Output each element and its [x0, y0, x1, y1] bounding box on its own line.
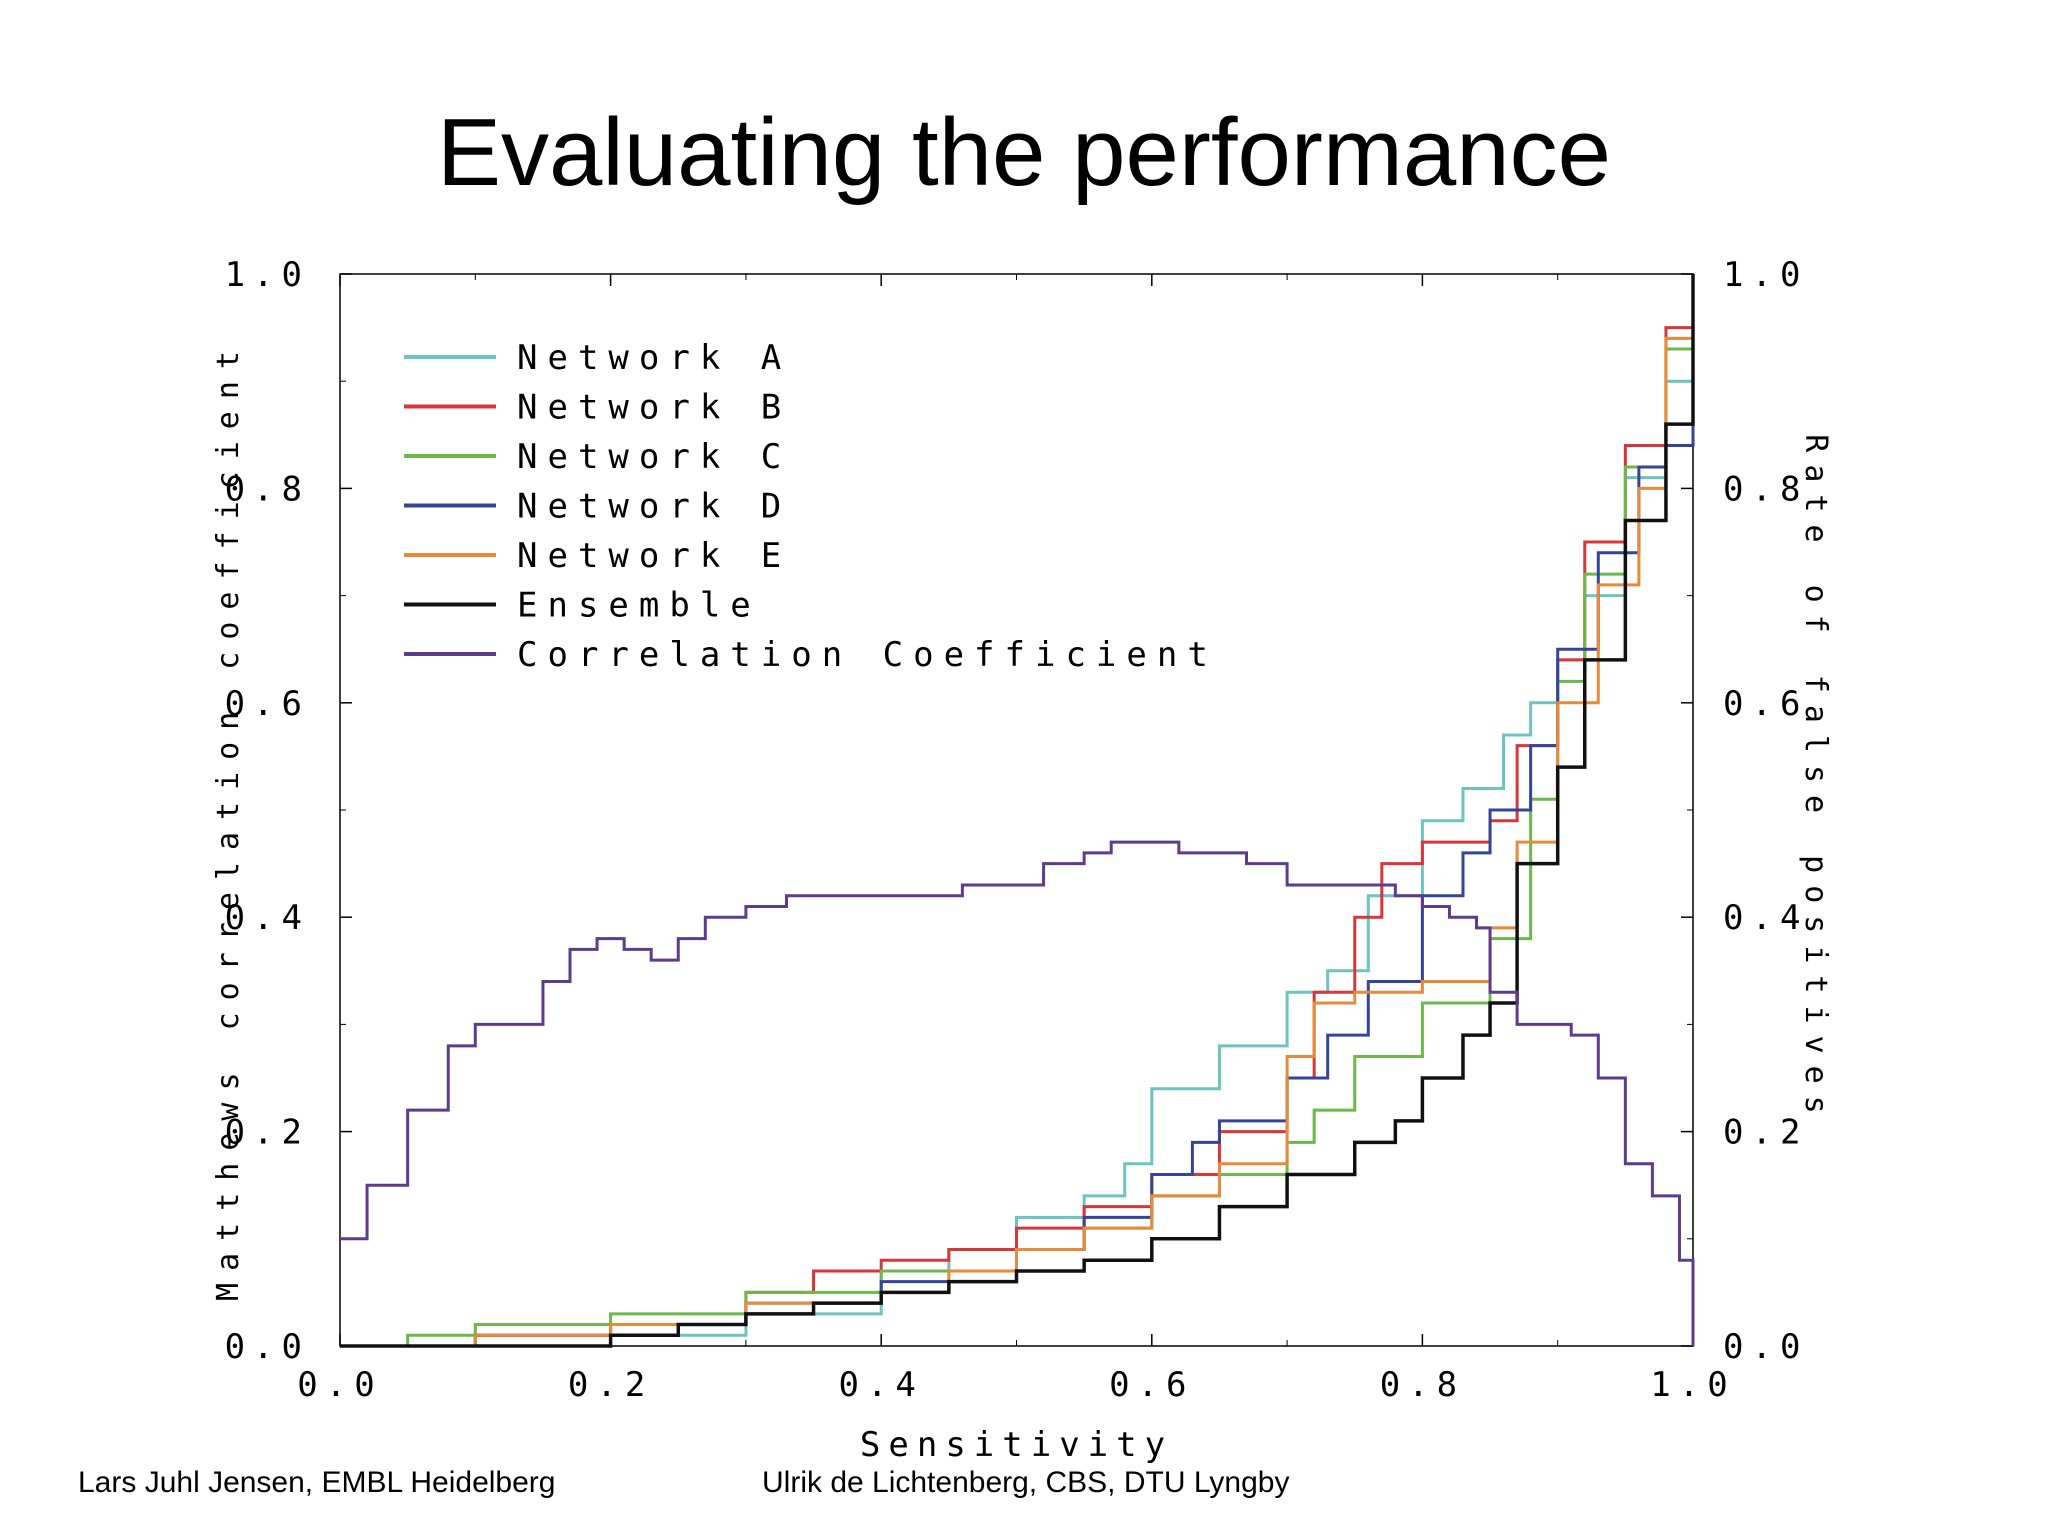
- footer-author-left: Lars Juhl Jensen, EMBL Heidelberg: [78, 1466, 556, 1499]
- x-tick-label: 0.0: [297, 1365, 382, 1405]
- legend: Network A Network B Network C Network D Netw…: [404, 338, 1218, 675]
- y2-tick-label: 0.8: [1723, 469, 1808, 509]
- y2-tick-label: 0.0: [1723, 1327, 1808, 1367]
- legend-label: Network A: [517, 338, 791, 378]
- x-tick-label: 0.4: [838, 1365, 923, 1405]
- y-tick-label: 0.0: [225, 1327, 310, 1367]
- legend-label: Correlation Coefficient: [517, 635, 1218, 675]
- y-tick-label: 0.2: [225, 1113, 310, 1153]
- x-tick-label: 0.8: [1380, 1365, 1465, 1405]
- series-ensemble: [340, 274, 1695, 1348]
- legend-label: Network D: [517, 487, 791, 527]
- y-tick-label: 0.4: [225, 898, 310, 938]
- footer-author-right: Ulrik de Lichtenberg, CBS, DTU Lyngby: [762, 1466, 1290, 1499]
- legend-label: Network B: [517, 388, 791, 428]
- legend-label: Ensemble: [517, 586, 761, 626]
- y2-tick-label: 1.0: [1723, 255, 1808, 295]
- legend-label: Network C: [517, 437, 791, 477]
- y-tick-label: 0.6: [225, 684, 310, 724]
- series-layer: [340, 274, 1695, 1348]
- legend-label: Network E: [517, 536, 791, 576]
- y2-axis-label: Rate of false positives: [1798, 434, 1833, 1125]
- y2-tick-label: 0.6: [1723, 684, 1808, 724]
- x-axis-label: Sensitivity: [860, 1425, 1173, 1465]
- x-tick-label: 0.6: [1109, 1365, 1194, 1405]
- y-axis-label: Matthews correlation coefficient: [211, 339, 246, 1301]
- x-tick-label: 1.0: [1650, 1365, 1735, 1405]
- x-tick-label: 0.2: [568, 1365, 653, 1405]
- y2-tick-label: 0.2: [1723, 1113, 1808, 1153]
- series-correlation-coefficient: [340, 840, 1695, 1346]
- y-tick-label: 1.0: [225, 255, 310, 295]
- y-tick-label: 0.8: [225, 469, 310, 509]
- y2-tick-label: 0.4: [1723, 898, 1808, 938]
- chart-axes: 0.0 0.2 0.4 0.6 0.8 1.00.00.20.40.60.81.00.00…: [225, 255, 1808, 1405]
- slide-title: Evaluating the performance: [436, 99, 1612, 206]
